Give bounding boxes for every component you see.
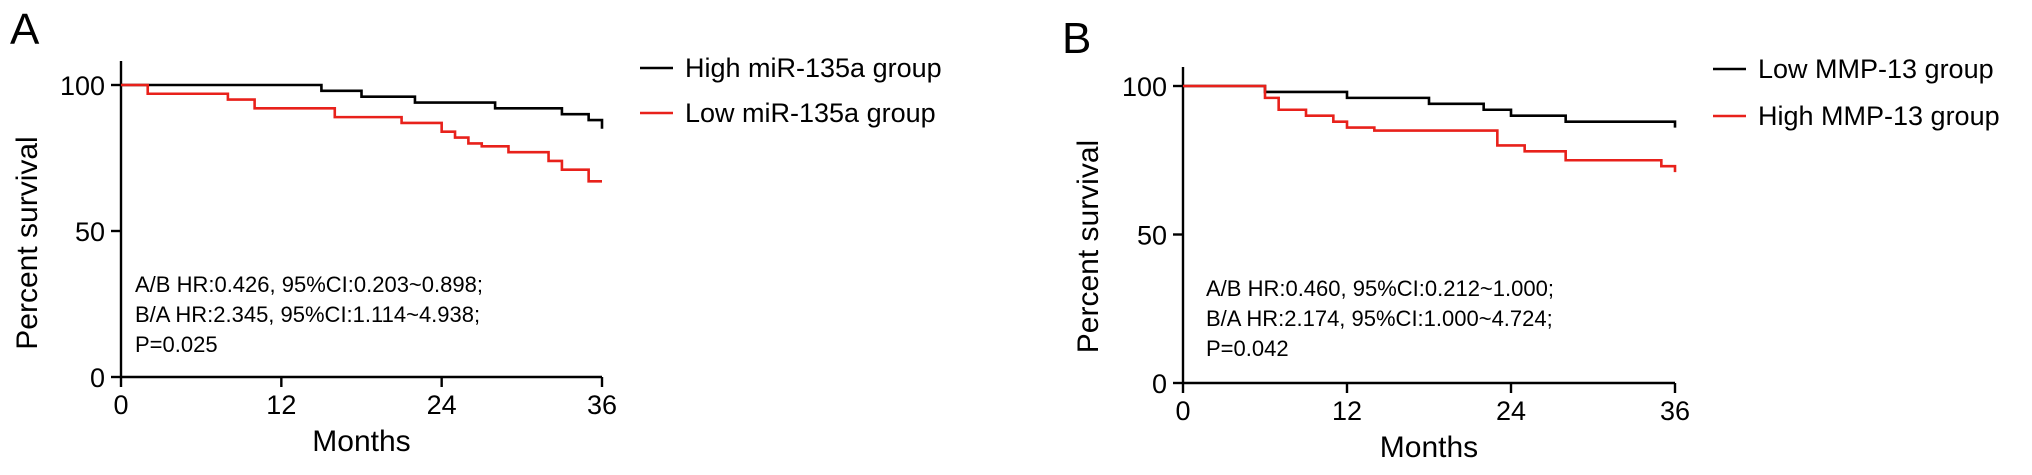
x-tick-label: 36 <box>1660 396 1690 426</box>
y-tick-label: 0 <box>90 363 105 393</box>
x-tick-label: 12 <box>266 390 296 420</box>
y-tick-label: 100 <box>60 71 105 101</box>
y-tick-label: 50 <box>75 217 105 247</box>
stats-annotation: B/A HR:2.345, 95%CI:1.114~4.938; <box>135 302 480 327</box>
x-tick-label: 12 <box>1332 396 1362 426</box>
x-tick-label: 0 <box>1175 396 1190 426</box>
survival-curve-red <box>121 83 602 183</box>
panel-label: B <box>1062 14 1091 63</box>
x-tick-label: 24 <box>1496 396 1526 426</box>
stats-annotation: A/B HR:0.426, 95%CI:0.203~0.898; <box>135 272 483 297</box>
survival-curve-black <box>1183 84 1677 128</box>
chart-panel-b: B 0 50 100 0 12 24 36 Months Percent survival Low … <box>1062 14 2000 464</box>
legend-label: High miR-135a group <box>685 53 942 83</box>
survival-curve-black <box>121 83 604 129</box>
legend-label: High MMP-13 group <box>1758 101 2000 131</box>
x-tick-label: 0 <box>113 390 128 420</box>
chart-panel-a: A 0 50 100 0 12 24 36 Months Percent survival High… <box>10 5 942 458</box>
x-axis-title: Months <box>1380 431 1478 464</box>
legend-label: Low MMP-13 group <box>1758 54 1994 84</box>
stats-annotation: B/A HR:2.174, 95%CI:1.000~4.724; <box>1206 306 1553 331</box>
survival-curve-red <box>1183 84 1677 173</box>
stats-annotation: A/B HR:0.460, 95%CI:0.212~1.000; <box>1206 276 1554 301</box>
stats-annotation: P=0.025 <box>135 332 218 357</box>
y-tick-label: 0 <box>1152 369 1167 399</box>
stats-annotation: P=0.042 <box>1206 336 1289 361</box>
panel-label: A <box>10 5 40 54</box>
y-axis-title: Percent survival <box>11 136 44 349</box>
x-tick-label: 36 <box>587 390 617 420</box>
y-tick-label: 100 <box>1122 72 1167 102</box>
x-tick-label: 24 <box>427 390 457 420</box>
y-tick-label: 50 <box>1137 221 1167 251</box>
y-axis-title: Percent survival <box>1072 140 1105 353</box>
legend-label: Low miR-135a group <box>685 98 936 128</box>
x-axis-title: Months <box>312 425 410 458</box>
